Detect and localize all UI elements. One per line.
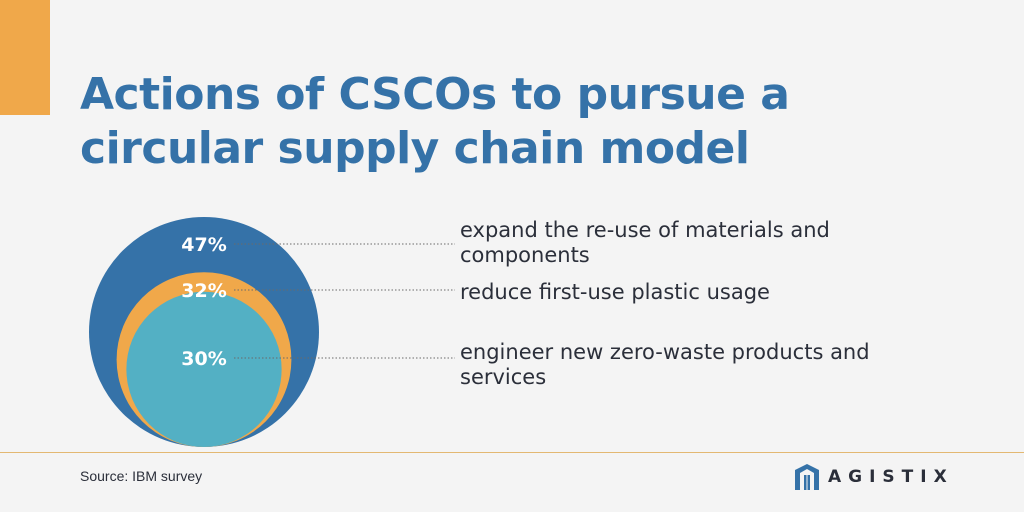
footer-divider	[0, 452, 1024, 453]
percent-label-1: 32%	[181, 280, 226, 302]
percent-label-0: 47%	[181, 234, 226, 256]
agistix-m-icon	[795, 464, 819, 490]
chart-label-0: expand the re-use of materials and compo…	[460, 218, 830, 267]
chart-label-1: reduce first-use plastic usage	[460, 280, 770, 304]
circle-2	[126, 291, 282, 447]
chart-label-2: engineer new zero-waste products and ser…	[460, 340, 870, 389]
agistix-logo: AGISTIX	[792, 462, 954, 492]
nested-circles-chart: 47% 32% 30%	[89, 217, 455, 447]
accent-bar	[0, 0, 50, 115]
source-note: Source: IBM survey	[80, 468, 203, 484]
logo-text: AGISTIX	[828, 467, 954, 487]
percent-label-2: 30%	[181, 348, 226, 370]
page-title: Actions of CSCOs to pursue a circular su…	[80, 69, 790, 174]
